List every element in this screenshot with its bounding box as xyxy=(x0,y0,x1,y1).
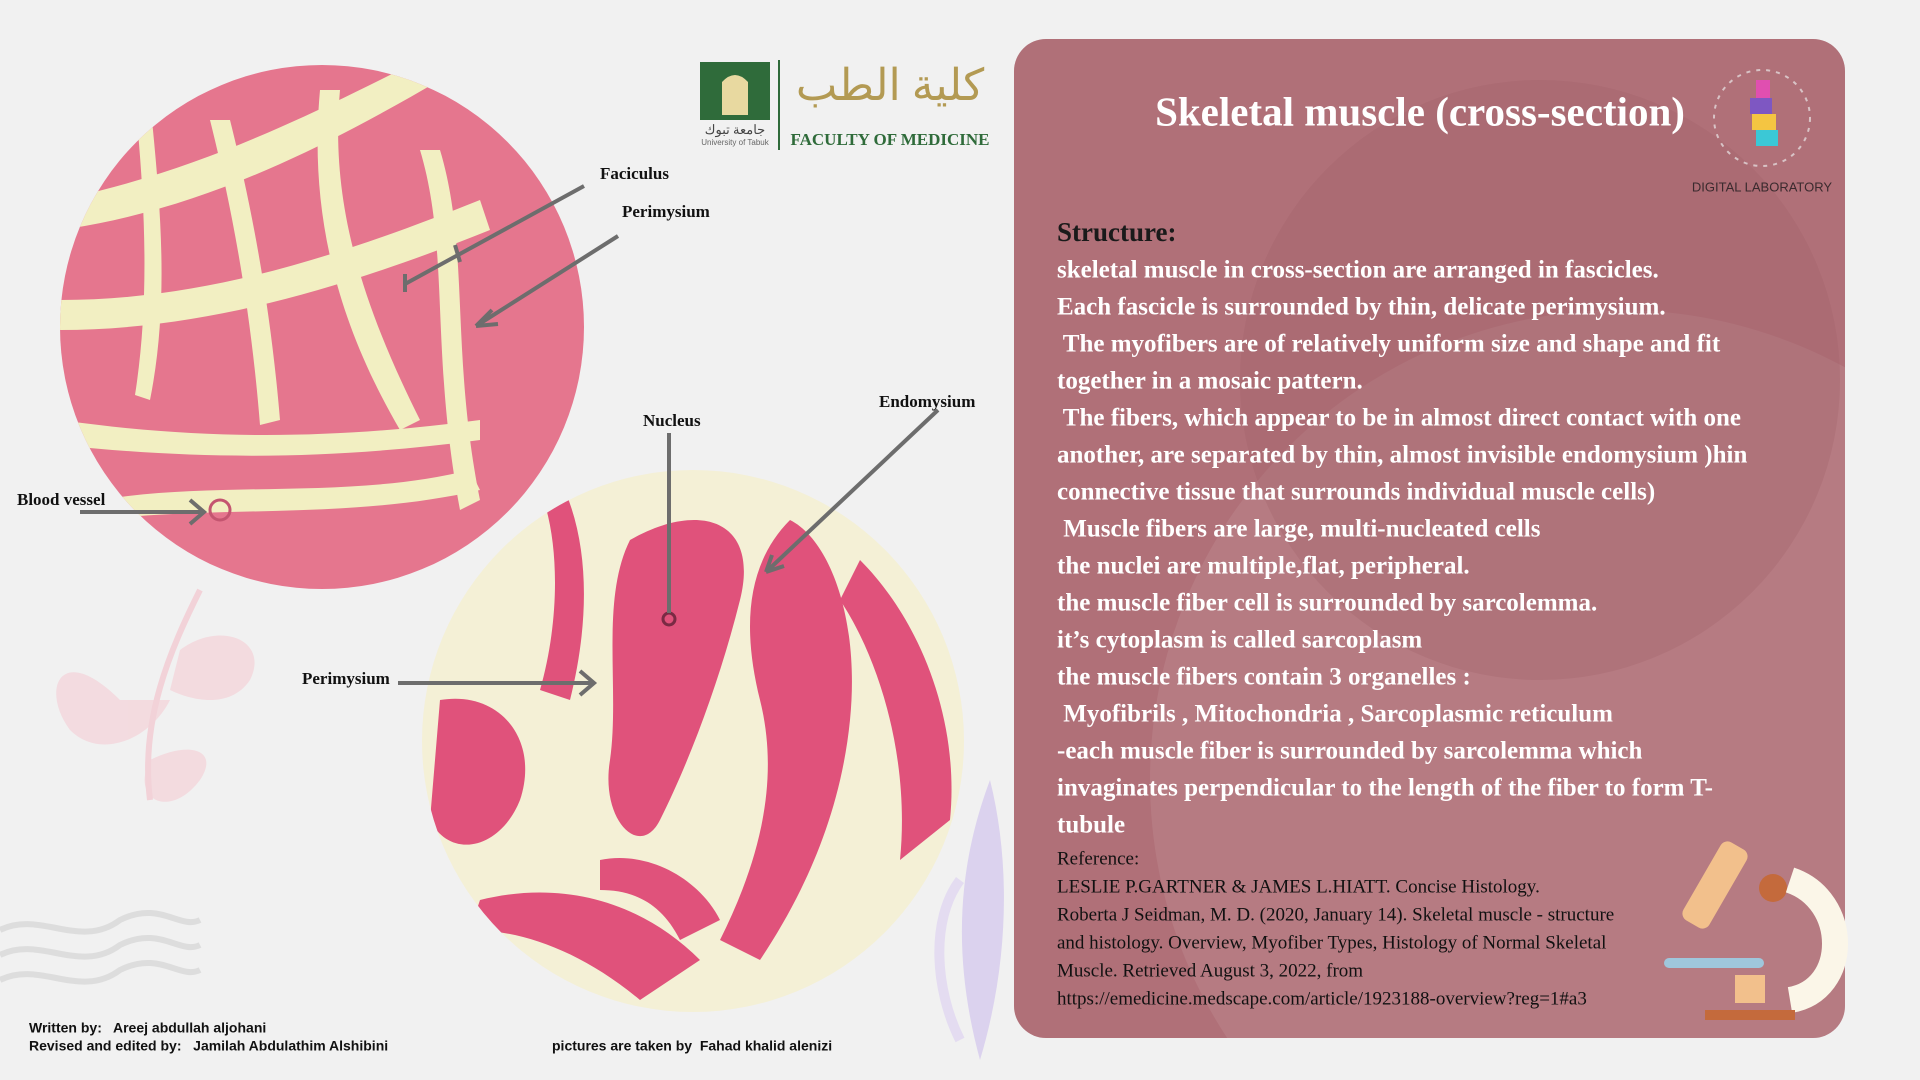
university-logo: جامعة تبوك University of Tabuk كلية الطب… xyxy=(700,60,989,150)
structure-line: together in a mosaic pattern. xyxy=(1057,368,1363,395)
micrograph-bottom xyxy=(422,470,964,1012)
reference-line: LESLIE P.GARTNER & JAMES L.HIATT. Concis… xyxy=(1057,876,1540,897)
structure-line: connective tissue that surrounds individ… xyxy=(1057,479,1655,506)
faculty-name: FACULTY OF MEDICINE xyxy=(791,130,990,149)
label: Endomysium xyxy=(879,392,975,411)
structure-line: Myofibrils , Mitochondria , Sarcoplasmic… xyxy=(1057,701,1613,728)
structure-line: the muscle fiber cell is surrounded by s… xyxy=(1057,590,1597,617)
arrows xyxy=(80,184,940,697)
panel-title: Skeletal muscle (cross-section) xyxy=(1155,88,1685,134)
structure-line: it’s cytoplasm is called sarcoplasm xyxy=(1057,627,1422,654)
reference-line: https://emedicine.medscape.com/article/1… xyxy=(1057,988,1587,1009)
structure-line: the muscle fibers contain 3 organelles : xyxy=(1057,664,1471,691)
university-arabic: جامعة تبوك xyxy=(705,122,765,138)
label: Nucleus xyxy=(643,411,701,430)
structure-line: Each fascicle is surrounded by thin, del… xyxy=(1057,294,1666,321)
structure-line: The fibers, which appear to be in almost… xyxy=(1057,405,1741,432)
label: Faciculus xyxy=(600,164,669,183)
label: Perimysium xyxy=(302,669,390,688)
structure-line: -each muscle fiber is surrounded by sarc… xyxy=(1057,738,1643,765)
lab-name: DIGITAL LABORATORY xyxy=(1692,179,1832,194)
photo-credit: pictures are taken by Fahad khalid aleni… xyxy=(552,1038,832,1054)
structure-heading: Structure: xyxy=(1057,217,1176,247)
reference-line: Roberta J Seidman, M. D. (2020, January … xyxy=(1057,904,1614,925)
micrograph-top xyxy=(60,65,584,589)
label: Blood vessel xyxy=(17,490,106,509)
structure-line: The myofibers are of relatively uniform … xyxy=(1057,331,1721,358)
lab-logo: DIGITAL LABORATORY xyxy=(1692,69,1832,194)
structure-line: the nuclei are multiple,flat, peripheral… xyxy=(1057,553,1470,580)
reference-line: Reference: xyxy=(1057,848,1139,869)
structure-text: skeletal muscle in cross-section are arr… xyxy=(1057,257,1747,839)
structure-line: another, are separated by thin, almost i… xyxy=(1057,442,1747,469)
structure-line: skeletal muscle in cross-section are arr… xyxy=(1057,257,1659,284)
reference-line: Muscle. Retrieved August 3, 2022, from xyxy=(1057,960,1363,981)
author: Written by: Areej abdullah aljohani xyxy=(29,1020,266,1036)
microscope-icon xyxy=(1664,841,1848,1020)
university-name: University of Tabuk xyxy=(701,138,769,147)
structure-line: invaginates perpendicular to the length … xyxy=(1057,775,1713,802)
reference-line: and histology. Overview, Myofiber Types,… xyxy=(1057,932,1606,953)
editor: Revised and edited by: Jamilah Abdulathi… xyxy=(29,1038,388,1054)
label: Perimysium xyxy=(622,202,710,221)
faculty-arabic: كلية الطب xyxy=(796,61,984,110)
structure-line: Muscle fibers are large, multi-nucleated… xyxy=(1057,516,1541,543)
info-panel: Skeletal muscle (cross-section) DIGITAL … xyxy=(1014,39,1848,1038)
structure-line: tubule xyxy=(1057,812,1125,839)
decoration xyxy=(0,588,1004,1060)
references: Reference: LESLIE P.GARTNER & JAMES L.HIA… xyxy=(1057,848,1614,1009)
